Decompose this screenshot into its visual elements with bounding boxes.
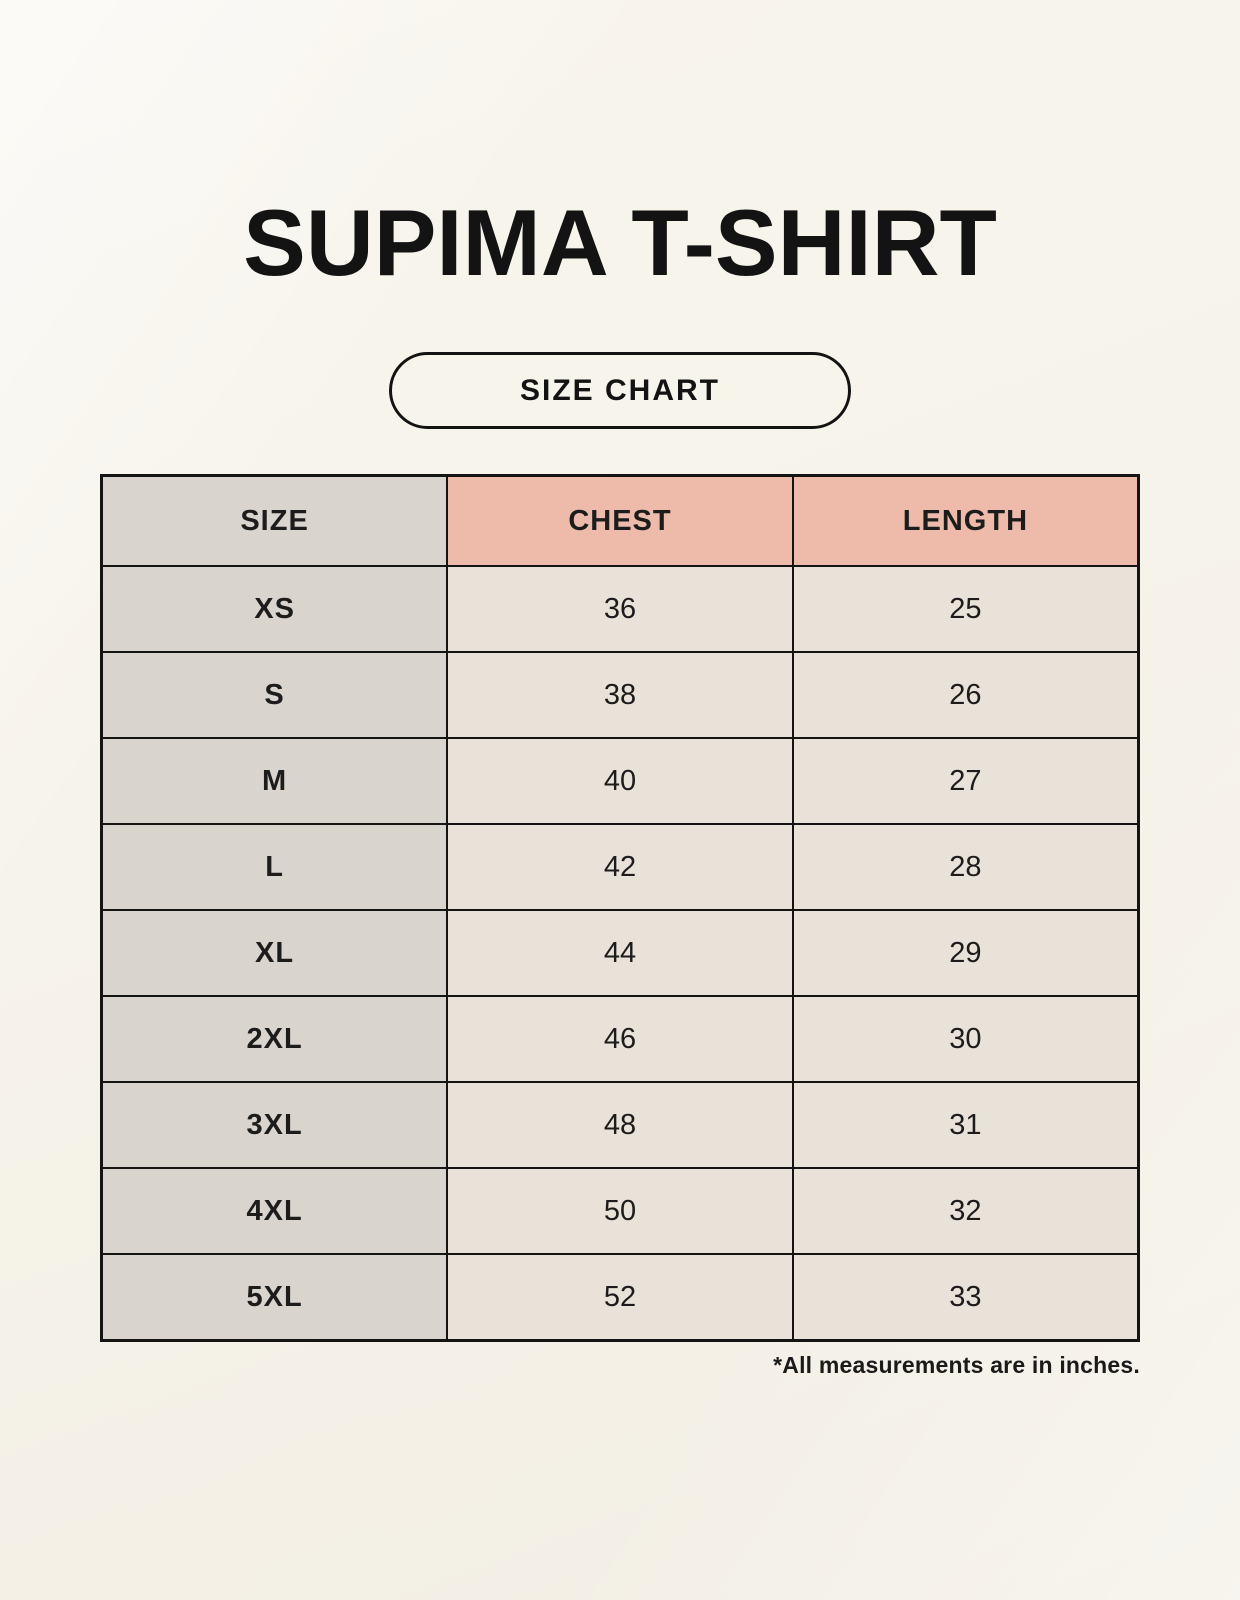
chest-value: 46 [446, 995, 794, 1083]
size-label: S [100, 651, 449, 739]
table-header-row: SIZE CHEST LENGTH [100, 474, 1140, 567]
chest-value: 38 [446, 651, 794, 739]
table-row: L 42 28 [100, 823, 1140, 911]
length-value: 32 [791, 1167, 1140, 1255]
measurements-footnote: *All measurements are in inches. [773, 1352, 1140, 1378]
column-header-length: LENGTH [791, 474, 1140, 567]
size-label: M [100, 737, 449, 825]
size-table-container: SIZE CHEST LENGTH XS 36 25 S 38 26 M [100, 474, 1140, 1379]
table-row: 4XL 50 32 [100, 1167, 1140, 1255]
page-title: SUPIMA T-SHIRT [243, 190, 997, 295]
table-row: XS 36 25 [100, 565, 1140, 653]
table-row: XL 44 29 [100, 909, 1140, 997]
length-value: 30 [791, 995, 1140, 1083]
length-value: 29 [791, 909, 1140, 997]
size-table: SIZE CHEST LENGTH XS 36 25 S 38 26 M [100, 474, 1140, 1342]
size-label: 5XL [100, 1253, 449, 1342]
length-value: 31 [791, 1081, 1140, 1169]
table-row: M 40 27 [100, 737, 1140, 825]
chest-value: 48 [446, 1081, 794, 1169]
length-value: 26 [791, 651, 1140, 739]
badge-container: SIZE CHART [0, 352, 1240, 429]
chest-value: 52 [446, 1253, 794, 1342]
length-value: 25 [791, 565, 1140, 653]
size-label: XS [100, 565, 449, 653]
size-label: 2XL [100, 995, 449, 1083]
chest-value: 44 [446, 909, 794, 997]
length-value: 33 [791, 1253, 1140, 1342]
length-value: 28 [791, 823, 1140, 911]
column-header-chest: CHEST [446, 474, 794, 567]
chest-value: 40 [446, 737, 794, 825]
chest-value: 36 [446, 565, 794, 653]
column-header-size: SIZE [100, 474, 449, 567]
chest-value: 50 [446, 1167, 794, 1255]
table-row: S 38 26 [100, 651, 1140, 739]
size-label: L [100, 823, 449, 911]
table-row: 5XL 52 33 [100, 1253, 1140, 1342]
table-row: 3XL 48 31 [100, 1081, 1140, 1169]
chest-value: 42 [446, 823, 794, 911]
size-label: 4XL [100, 1167, 449, 1255]
size-label: 3XL [100, 1081, 449, 1169]
table-row: 2XL 46 30 [100, 995, 1140, 1083]
length-value: 27 [791, 737, 1140, 825]
size-label: XL [100, 909, 449, 997]
size-chart-badge[interactable]: SIZE CHART [389, 352, 851, 429]
